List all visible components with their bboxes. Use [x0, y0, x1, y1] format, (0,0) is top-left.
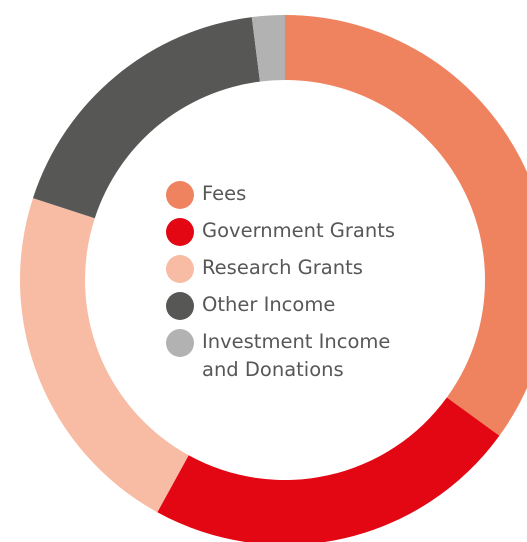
legend-item: Fees	[166, 180, 426, 209]
legend-label: Investment Income and Donations	[202, 330, 391, 381]
slice	[19, 198, 189, 513]
legend-item: Research Grants	[166, 254, 426, 283]
legend-label: Government Grants	[202, 219, 396, 242]
slice	[285, 15, 527, 436]
legend-label: Research Grants	[202, 256, 363, 279]
slice	[251, 15, 285, 82]
legend-swatch	[166, 218, 194, 246]
legend-swatch	[166, 329, 194, 357]
legend-label: Fees	[202, 182, 247, 205]
legend-item: Investment Income and Donations	[166, 328, 426, 384]
legend-label: Other Income	[202, 293, 336, 316]
legend-item: Government Grants	[166, 217, 426, 246]
legend-item: Other Income	[166, 291, 426, 320]
legend: Fees Government Grants Research Grants Othe…	[166, 180, 426, 392]
slice	[157, 397, 500, 542]
slice	[32, 17, 260, 219]
legend-swatch	[166, 181, 194, 209]
legend-swatch	[166, 292, 194, 320]
legend-swatch	[166, 255, 194, 283]
